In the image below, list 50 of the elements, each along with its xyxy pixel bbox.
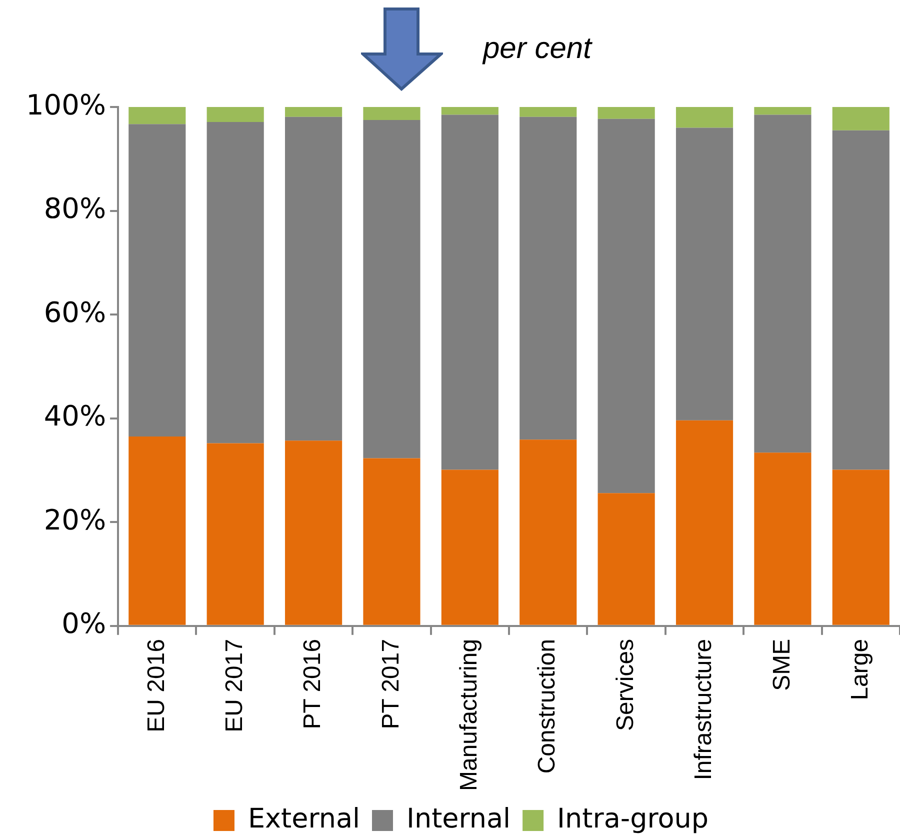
bar	[206, 122, 264, 444]
x-tick-label: Large	[846, 638, 874, 700]
bar	[754, 114, 812, 453]
bar	[598, 118, 655, 494]
bar	[206, 443, 264, 625]
bar	[598, 493, 655, 625]
bar	[832, 470, 890, 625]
bar	[284, 116, 342, 441]
bar	[520, 107, 577, 117]
legend-label: Internal	[406, 804, 511, 834]
bar	[441, 107, 498, 115]
y-tick-label: 40%	[44, 400, 106, 433]
bar	[520, 116, 577, 440]
y-tick-label: 80%	[44, 192, 106, 226]
bar	[128, 107, 186, 124]
bar	[128, 124, 186, 437]
x-tick-label: Infrastructure	[690, 638, 718, 780]
y-tick-label: 0%	[62, 607, 106, 640]
bar	[441, 114, 498, 470]
x-tick-label: Manufacturing	[456, 638, 483, 792]
legend-label: Intra-group	[557, 804, 709, 834]
bar	[284, 107, 342, 117]
y-tick-label: 60%	[44, 296, 106, 329]
bar	[754, 107, 812, 115]
x-tick-label: EU 2016	[142, 638, 170, 732]
y-tick-label: 20%	[44, 503, 106, 536]
y-tick-label: 100%	[26, 88, 106, 122]
chart-subtitle: per cent	[483, 32, 592, 66]
x-tick-label: SME	[768, 638, 796, 691]
x-tick-label: PT 2017	[377, 638, 404, 730]
bar	[206, 107, 264, 122]
bar	[520, 440, 577, 625]
bar	[676, 420, 734, 625]
legend-label: External	[248, 804, 360, 834]
bar	[754, 452, 812, 625]
x-tick-label: PT 2016	[299, 638, 326, 730]
bar	[363, 120, 420, 458]
bar	[128, 436, 186, 625]
bar	[832, 130, 890, 470]
x-tick-label: Construction	[534, 638, 561, 774]
bar	[441, 470, 498, 625]
bar	[284, 440, 342, 625]
x-tick-label: EU 2017	[220, 638, 248, 732]
bar	[363, 458, 420, 625]
x-tick-label: Services	[612, 638, 639, 731]
bar	[363, 107, 420, 120]
bar	[832, 107, 890, 130]
bar	[676, 107, 734, 128]
bar	[598, 107, 655, 119]
bar	[676, 128, 734, 420]
